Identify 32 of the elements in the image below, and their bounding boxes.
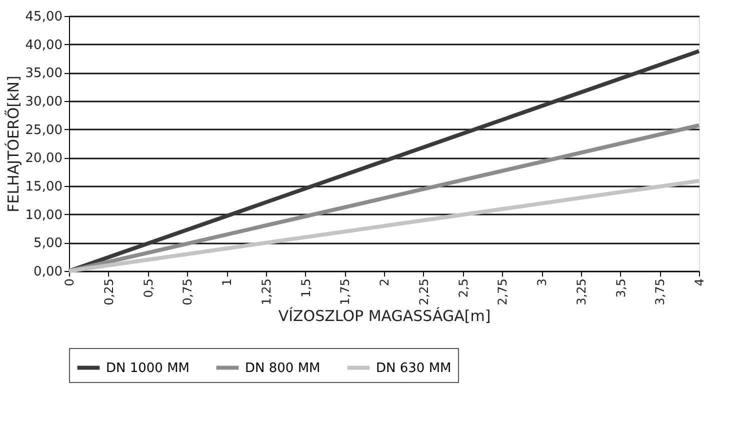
y-tick-label: 30,00 <box>25 94 62 110</box>
x-tick-label: 3,25 <box>574 278 588 306</box>
x-tick-label: 4 <box>692 278 706 286</box>
x-tick-label: 3 <box>535 278 549 286</box>
x-tick-label: 2 <box>378 278 392 286</box>
y-tick-label: 40,00 <box>25 38 62 53</box>
x-tick-label: 0,5 <box>141 278 156 298</box>
x-tick-label: 2,25 <box>416 278 431 306</box>
y-axis-title: FELHAJTÓERŐ[kN] <box>4 76 22 212</box>
x-tick-label: 1,5 <box>298 278 313 298</box>
y-tick-label: 0,00 <box>34 264 62 280</box>
y-tick-label: 35,00 <box>25 66 62 82</box>
y-tick-label: 5,00 <box>34 236 62 252</box>
x-axis-title: VÍZOSZLOP MAGASSÁGA[m] <box>278 307 491 326</box>
y-tick-label: 25,00 <box>25 122 62 138</box>
x-tick-label: 0,25 <box>102 278 116 306</box>
x-tick-label: 0 <box>62 278 76 286</box>
legend-label: DN 1000 MM <box>106 360 190 376</box>
x-tick-label: 3,5 <box>614 278 628 298</box>
x-tick-label: 1 <box>220 278 234 286</box>
y-tick-label: 10,00 <box>25 208 62 223</box>
x-tick-label: 0,75 <box>180 278 195 306</box>
y-tick-label: 15,00 <box>25 180 62 194</box>
x-tick-label: 3,75 <box>653 278 668 306</box>
y-tick-label: 20,00 <box>25 151 62 166</box>
legend-label: DN 800 MM <box>245 360 320 376</box>
x-tick-label: 2,5 <box>456 278 470 298</box>
x-tick-label: 2,75 <box>496 278 510 306</box>
x-tick-label: 1,25 <box>259 278 274 306</box>
x-tick-label: 1,75 <box>338 278 352 306</box>
y-tick-label: 45,00 <box>25 10 62 24</box>
legend-label: DN 630 MM <box>376 360 452 376</box>
